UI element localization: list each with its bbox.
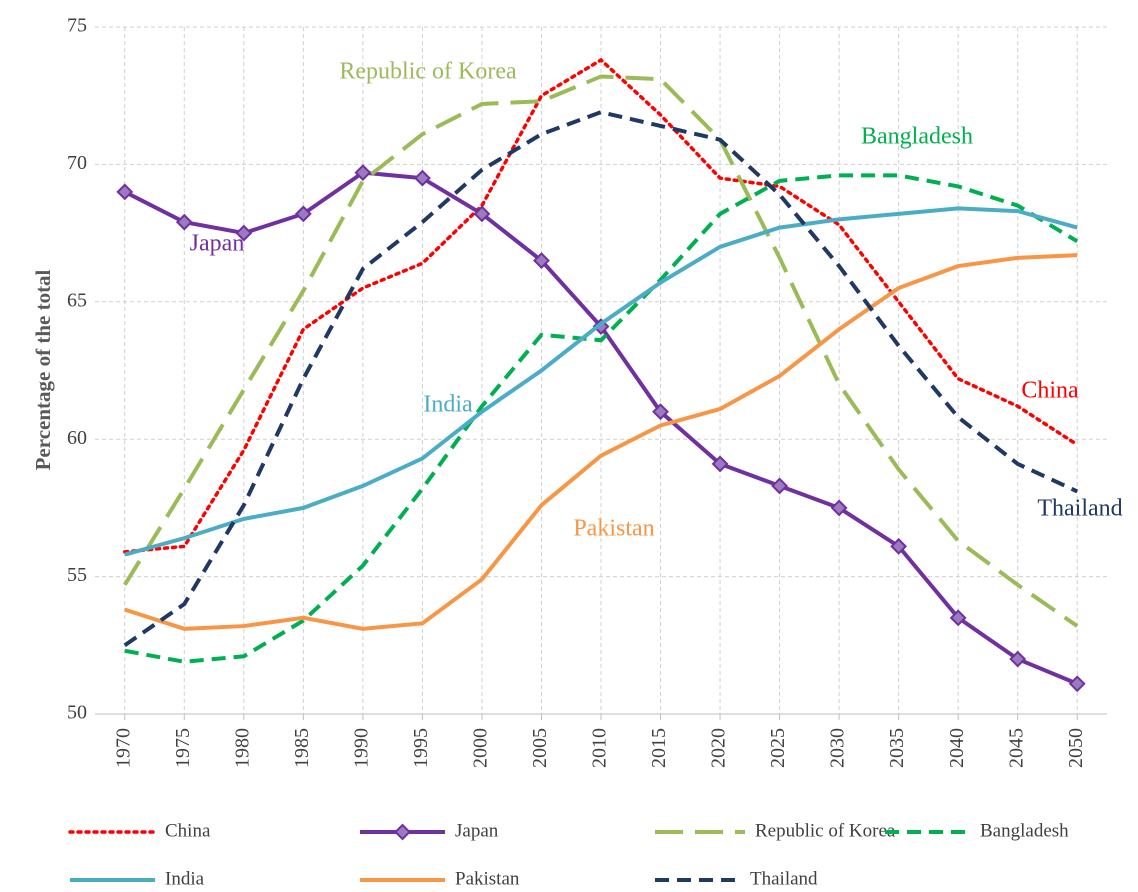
series-line xyxy=(123,110,1079,647)
y-tick-label: 70 xyxy=(67,152,87,174)
x-tick-label: 2050 xyxy=(1065,728,1087,768)
series-marker xyxy=(473,205,491,223)
x-tick-label: 1975 xyxy=(172,728,194,768)
series-marker xyxy=(771,477,789,495)
series-line xyxy=(124,173,1079,664)
y-axis-label: Percentage of the total xyxy=(31,269,55,470)
annotation: Pakistan xyxy=(573,516,654,542)
series-marker xyxy=(830,499,848,517)
legend-label: Japan xyxy=(455,820,499,841)
series-marker xyxy=(235,224,253,242)
series-marker xyxy=(175,213,193,231)
legend-marker xyxy=(394,823,411,841)
legend-label: India xyxy=(165,868,205,889)
series-marker xyxy=(949,609,967,627)
series-marker xyxy=(890,537,908,555)
annotation: Republic of Korea xyxy=(339,59,517,85)
x-tick-label: 2040 xyxy=(946,728,968,768)
series-line xyxy=(123,57,1079,554)
legend-label: Thailand xyxy=(750,868,818,889)
y-tick-label: 50 xyxy=(67,702,87,724)
x-tick-label: 2010 xyxy=(589,728,611,768)
series-marker xyxy=(652,403,669,421)
legend-label: Pakistan xyxy=(455,868,520,889)
x-tick-label: 2015 xyxy=(648,728,670,768)
legend-label: Bangladesh xyxy=(980,820,1069,841)
x-tick-label: 2025 xyxy=(767,728,789,768)
series-marker xyxy=(711,455,729,473)
y-tick-label: 60 xyxy=(67,427,87,449)
x-tick-label: 2020 xyxy=(708,728,730,768)
series-marker xyxy=(1068,675,1086,693)
annotation: China xyxy=(1021,378,1079,404)
x-tick-label: 2035 xyxy=(886,728,908,768)
series-line xyxy=(123,74,1079,628)
x-tick-label: 2045 xyxy=(1005,728,1027,768)
legend-label: Republic of Korea xyxy=(755,820,896,841)
series-line xyxy=(124,253,1078,631)
annotation: Japan xyxy=(190,231,245,257)
x-tick-label: 2000 xyxy=(470,728,492,768)
annotation: Thailand xyxy=(1037,496,1122,522)
x-tick-label: 2005 xyxy=(529,728,551,768)
legend-label: China xyxy=(165,820,211,841)
series-marker xyxy=(1009,650,1027,668)
x-tick-label: 1985 xyxy=(291,728,313,768)
annotation: India xyxy=(423,392,473,418)
y-tick-label: 75 xyxy=(67,15,87,37)
x-tick-label: 1970 xyxy=(112,728,134,768)
series-marker xyxy=(413,169,431,187)
x-tick-label: 2030 xyxy=(827,728,849,768)
series-marker xyxy=(354,164,372,182)
x-tick-label: 1990 xyxy=(350,728,372,768)
series-marker xyxy=(116,183,134,201)
series-marker xyxy=(294,205,312,223)
x-tick-label: 1980 xyxy=(231,728,253,768)
annotation: Bangladesh xyxy=(861,124,973,150)
x-tick-label: 1995 xyxy=(410,728,432,768)
series-line xyxy=(124,206,1078,557)
y-tick-label: 65 xyxy=(67,289,87,311)
y-tick-label: 55 xyxy=(67,564,87,586)
series-marker xyxy=(533,252,550,269)
